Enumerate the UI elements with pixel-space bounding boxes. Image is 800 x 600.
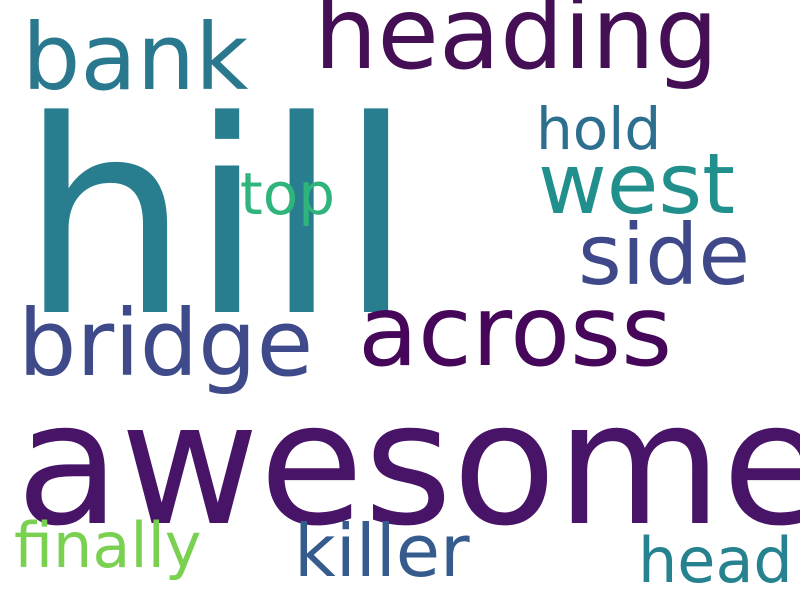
word-awesome: awesome [16,366,800,564]
word-finally: finally [14,509,202,582]
word-top: top [240,160,336,228]
word-across: across [358,275,673,389]
word-west: west [538,135,736,233]
word-hold: hold [536,95,662,163]
word-side: side [578,206,751,304]
word-heading: heading [314,0,719,92]
word-bank: bank [22,4,249,111]
word-head: head [638,524,793,597]
word-killer: killer [294,509,470,593]
word-hill: hill [20,64,414,376]
word-bridge: bridge [18,290,314,397]
